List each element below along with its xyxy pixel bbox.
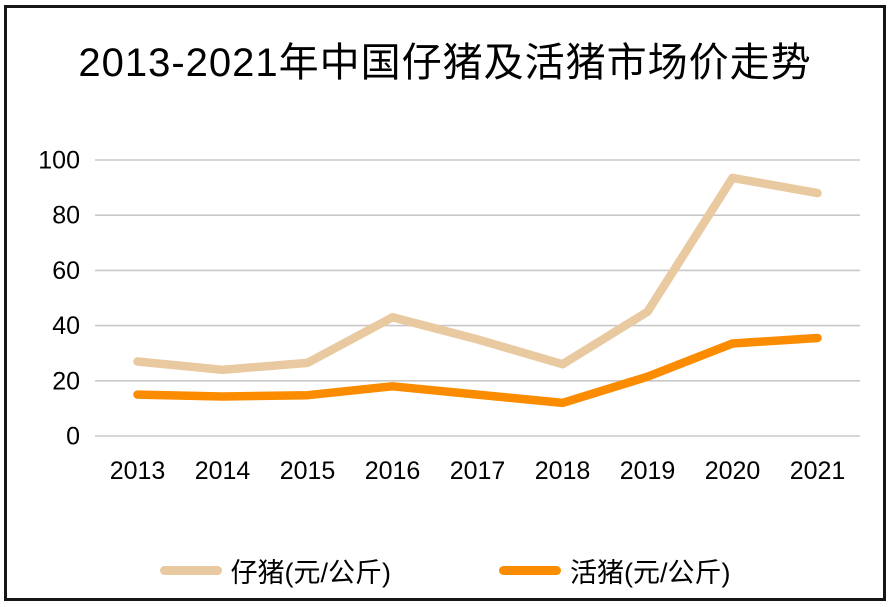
y-tick-label: 20 <box>52 367 80 395</box>
x-tick-label: 2021 <box>790 457 846 485</box>
x-tick-label: 2019 <box>620 457 676 485</box>
y-tick-label: 60 <box>52 257 80 285</box>
y-tick-label: 80 <box>52 202 80 230</box>
legend-entry-piglet: 仔猪(元/公斤) <box>159 551 391 590</box>
x-tick-label: 2020 <box>705 457 761 485</box>
y-tick-label: 40 <box>52 312 80 340</box>
piglet-series-swatch-icon <box>159 566 222 575</box>
chart-legend: 仔猪(元/公斤) 活猪(元/公斤) <box>0 551 890 590</box>
y-tick-label: 100 <box>38 147 80 175</box>
legend-label-livepig: 活猪(元/公斤) <box>570 558 731 588</box>
livepig-series-swatch-icon <box>499 566 561 575</box>
legend-label-piglet: 仔猪(元/公斤) <box>230 558 391 588</box>
x-tick-label: 2016 <box>365 457 421 485</box>
y-tick-label: 0 <box>66 423 80 451</box>
x-tick-label: 2013 <box>110 457 166 485</box>
legend-entry-livepig: 活猪(元/公斤) <box>499 551 730 590</box>
x-tick-label: 2018 <box>535 457 591 485</box>
series-line-1 <box>133 333 822 408</box>
x-tick-label: 2017 <box>450 457 506 485</box>
chart-title: 2013-2021年中国仔猪及活猪市场价走势 <box>78 41 812 85</box>
x-tick-label: 2014 <box>195 457 251 485</box>
x-tick-label: 2015 <box>280 457 336 485</box>
series-line-0 <box>133 173 822 375</box>
